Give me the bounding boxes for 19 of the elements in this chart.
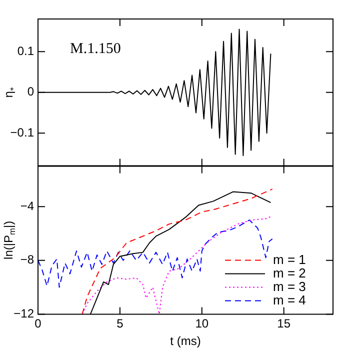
y-tick-label: −12 (14, 306, 34, 321)
y-tick-label: −8 (20, 252, 34, 267)
annotation: M.1.150 (70, 40, 121, 57)
y-tick-label: 0 (27, 84, 34, 99)
x-tick-label: 15 (277, 316, 291, 331)
y-tick-label: 0.1 (17, 44, 34, 58)
y-axis-title: ln(|Pm|) (1, 220, 17, 260)
x-tick-label: 5 (116, 316, 124, 331)
y-tick-label: −4 (20, 198, 34, 213)
x-axis-title: t (ms) (170, 334, 201, 348)
x-tick-label: 10 (195, 316, 209, 331)
line-series (38, 220, 273, 288)
legend-label: m = 1 (273, 252, 306, 267)
y-axis-title: η₊ (1, 87, 16, 98)
line-series (82, 215, 273, 314)
legend-label: m = 4 (273, 292, 306, 308)
legend-label: m = 2 (273, 265, 306, 280)
y-tick-label: −0.1 (10, 125, 34, 140)
legend-label: m = 3 (273, 278, 306, 294)
